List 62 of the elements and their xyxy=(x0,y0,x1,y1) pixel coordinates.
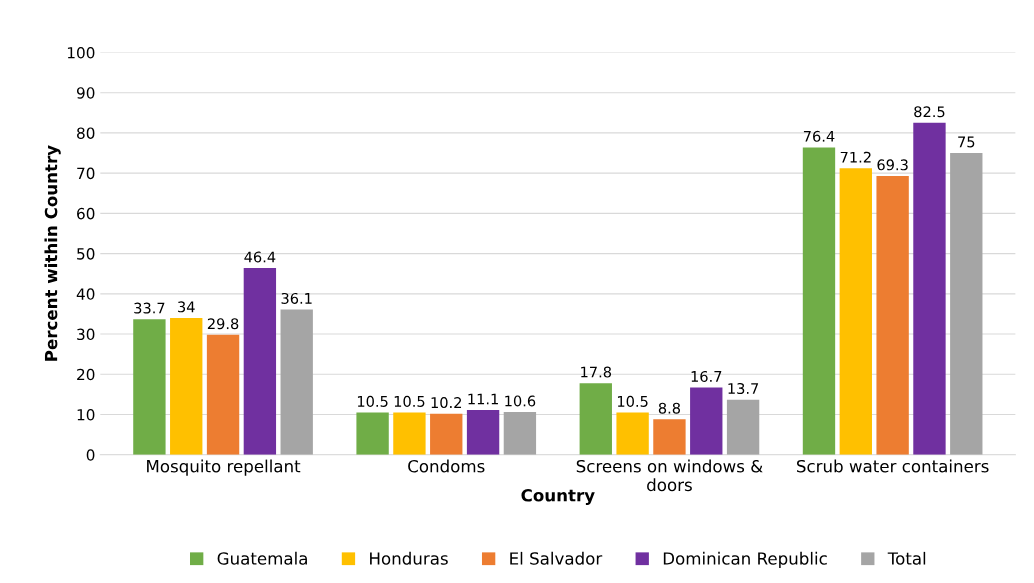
data-label: 13.7 xyxy=(728,382,759,395)
y-tick-label: 90 xyxy=(76,87,95,99)
bar xyxy=(876,175,909,455)
bar xyxy=(839,168,872,455)
bar xyxy=(503,412,537,455)
bar xyxy=(653,419,686,455)
bar xyxy=(280,309,313,455)
bar xyxy=(243,268,277,455)
y-tick-label: 10 xyxy=(77,408,95,421)
bar xyxy=(206,334,240,455)
x-tick-label: Screens on windows & doors xyxy=(576,459,763,492)
data-label: 75 xyxy=(958,136,975,148)
data-label: 8.8 xyxy=(658,402,681,414)
legend-label: El Salvador xyxy=(510,551,603,565)
y-tick-label: 0 xyxy=(86,449,95,461)
data-label: 10.2 xyxy=(431,397,462,409)
y-tick-label: 50 xyxy=(77,248,95,260)
bar xyxy=(690,387,723,455)
x-axis-title: Country xyxy=(521,489,595,505)
data-label: 36.1 xyxy=(281,292,312,304)
y-tick-label: 60 xyxy=(77,207,95,220)
bar xyxy=(430,413,463,455)
y-tick-label: 40 xyxy=(76,288,95,300)
legend-label: Dominican Republic xyxy=(663,551,827,568)
data-label: 10.6 xyxy=(505,395,536,407)
bar xyxy=(170,317,203,455)
data-label: 34 xyxy=(178,301,195,313)
y-tick-label: 100 xyxy=(67,46,95,59)
data-label: 10.5 xyxy=(357,395,388,407)
bar xyxy=(356,412,389,455)
legend-label: Total xyxy=(887,551,926,565)
bar xyxy=(616,412,649,455)
data-label: 16.7 xyxy=(691,370,722,382)
bar xyxy=(133,319,166,455)
bar xyxy=(913,122,946,455)
bar xyxy=(950,153,983,455)
data-label: 82.5 xyxy=(914,106,945,118)
bar xyxy=(393,412,426,455)
data-label: 69.3 xyxy=(877,159,908,171)
legend-label: Guatemala xyxy=(217,551,307,565)
data-label: 46.4 xyxy=(244,251,276,263)
y-axis-title: Percent within Country xyxy=(44,145,61,361)
x-tick-label: Scrub water containers xyxy=(797,459,989,473)
bar xyxy=(466,410,500,455)
bar xyxy=(579,383,612,455)
y-tick-label: 70 xyxy=(77,167,95,180)
y-tick-label: 80 xyxy=(77,127,95,139)
data-label: 33.7 xyxy=(134,302,165,314)
legend-label: Honduras xyxy=(370,551,448,565)
x-tick-label: Mosquito repellant xyxy=(147,459,301,476)
data-label: 17.8 xyxy=(581,366,612,378)
data-label: 76.4 xyxy=(803,130,835,142)
x-tick-label: Condoms xyxy=(408,459,485,473)
bar xyxy=(726,399,760,455)
data-label: 29.8 xyxy=(207,318,239,330)
data-label: 10.5 xyxy=(394,395,425,407)
y-tick-label: 20 xyxy=(77,368,95,381)
data-label: 10.5 xyxy=(617,395,648,407)
data-label: 71.2 xyxy=(840,151,871,163)
y-tick-label: 30 xyxy=(77,328,95,341)
data-label: 11.1 xyxy=(468,393,498,405)
bar xyxy=(802,147,836,455)
